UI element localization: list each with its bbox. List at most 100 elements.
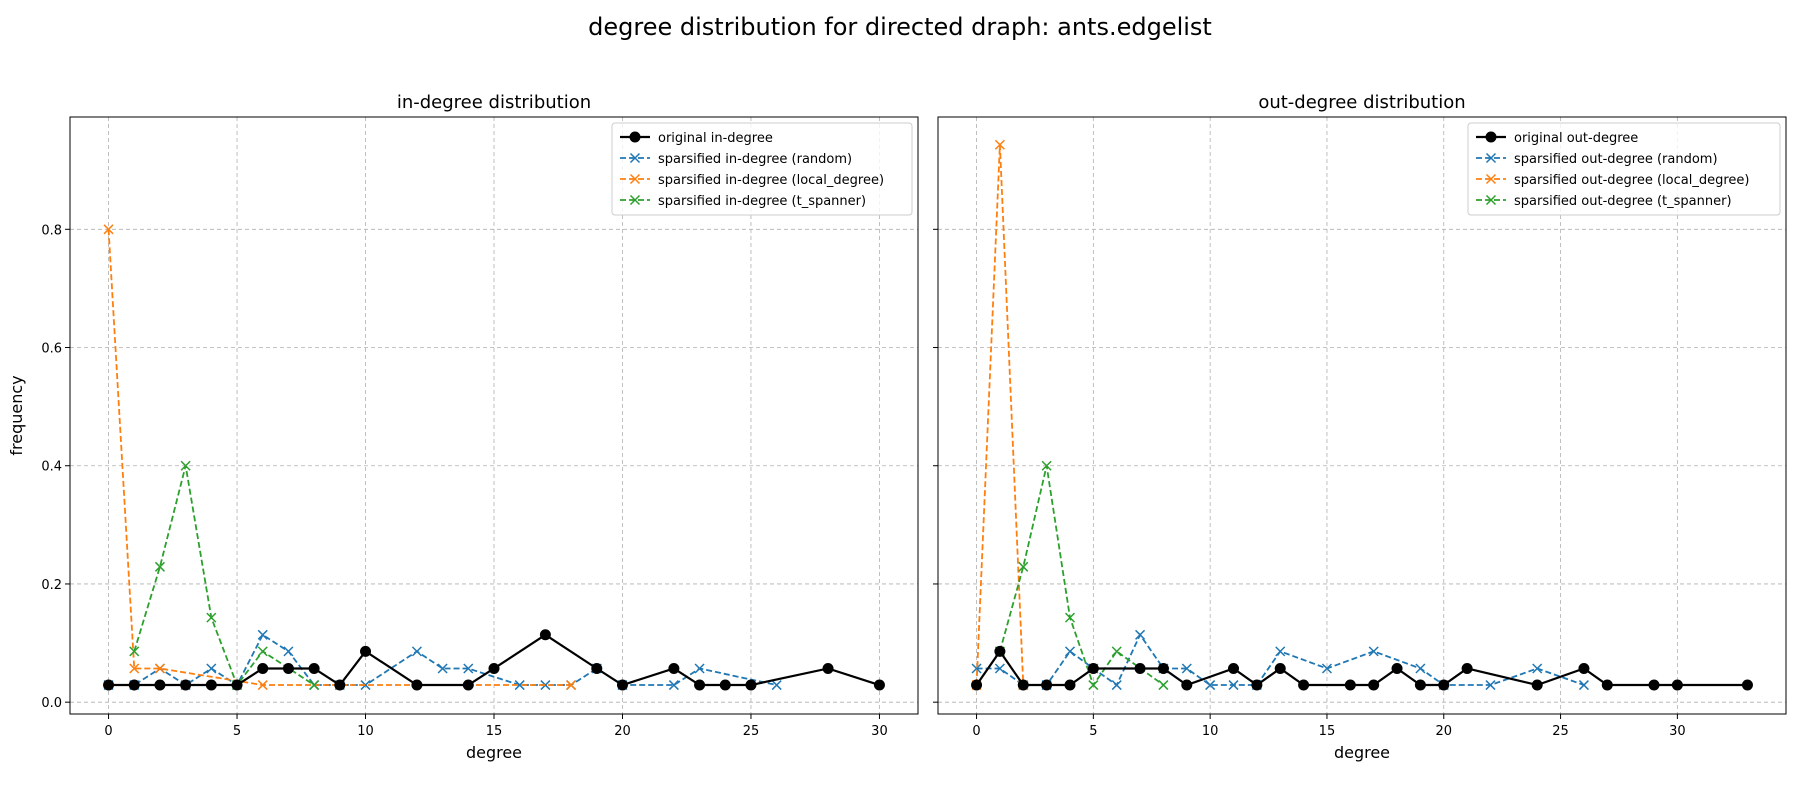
in-degree-data-point bbox=[566, 680, 577, 691]
out-degree-data-point bbox=[1205, 680, 1216, 691]
in-degree-data-point bbox=[488, 662, 500, 674]
out-degree-legend-label: sparsified out-degree (t_spanner) bbox=[1514, 194, 1732, 209]
in-degree-data-point bbox=[591, 662, 603, 674]
in-degree-data-point bbox=[154, 663, 165, 674]
out-degree-data-point bbox=[1111, 680, 1122, 691]
out-degree-data-point bbox=[1344, 679, 1356, 691]
in-degree-data-point bbox=[103, 224, 114, 235]
out-degree-x-tick-label: 15 bbox=[1319, 724, 1336, 739]
out-degree-data-point bbox=[1111, 646, 1122, 657]
in-degree-y-tick-label: 0.6 bbox=[41, 342, 62, 357]
in-degree-x-tick-label: 25 bbox=[743, 724, 760, 739]
out-degree-data-point bbox=[1228, 680, 1239, 691]
in-degree-y-axis-label: frequency bbox=[7, 375, 26, 455]
out-degree-data-point bbox=[1181, 663, 1192, 674]
in-degree-legend-label: sparsified in-degree (t_spanner) bbox=[658, 194, 866, 209]
out-degree-data-point bbox=[1064, 612, 1076, 623]
out-degree-data-point bbox=[1578, 662, 1590, 674]
out-degree-data-point bbox=[1671, 679, 1683, 691]
in-degree-legend-marker bbox=[629, 152, 641, 164]
in-degree-series-line bbox=[107, 229, 572, 686]
in-degree-y-tick-label: 0.8 bbox=[41, 223, 62, 238]
out-degree-data-point bbox=[1321, 663, 1332, 674]
in-degree-data-point bbox=[154, 561, 165, 572]
in-degree-data-point bbox=[745, 679, 757, 691]
in-degree-legend-marker bbox=[629, 194, 641, 206]
out-degree-axes: 0 5 10 15 20 25 30 bbox=[933, 228, 1686, 739]
in-degree-series-1 bbox=[103, 629, 782, 691]
out-degree-data-point bbox=[1251, 679, 1263, 691]
in-degree-data-point bbox=[206, 663, 217, 674]
in-degree-legend-marker bbox=[629, 173, 641, 185]
out-degree-data-point bbox=[1485, 680, 1496, 691]
figure-title: degree distribution for directed draph: … bbox=[588, 13, 1212, 41]
out-degree-x-tick-label: 0 bbox=[972, 724, 980, 739]
in-degree-data-point bbox=[231, 679, 243, 691]
out-degree-data-point bbox=[1601, 679, 1613, 691]
out-degree-data-point bbox=[994, 645, 1006, 657]
out-degree-x-axis-label: degree bbox=[1334, 743, 1390, 762]
out-degree-data-point bbox=[1741, 679, 1753, 691]
out-degree-series-1 bbox=[971, 629, 1589, 691]
in-degree-legend: original in-degree sparsified in-degree (… bbox=[611, 122, 913, 216]
in-degree-x-axis-label: degree bbox=[466, 743, 522, 762]
in-degree-grid bbox=[70, 117, 918, 714]
in-degree-data-point bbox=[257, 646, 268, 657]
in-degree-axes: 0 5 10 15 20 25 30 0.0 0.2 0.4 0.6 0.8 bbox=[41, 223, 887, 739]
out-degree-series-line bbox=[975, 144, 1025, 686]
in-degree-data-point bbox=[180, 460, 191, 471]
out-degree-data-point bbox=[994, 663, 1005, 674]
out-degree-data-point bbox=[1415, 663, 1426, 674]
out-degree-data-point bbox=[1181, 679, 1193, 691]
in-degree-data-point bbox=[694, 679, 706, 691]
out-degree-data-point bbox=[1274, 662, 1286, 674]
out-degree-data-point bbox=[971, 679, 983, 691]
in-degree-data-point bbox=[257, 662, 269, 674]
in-degree-legend-box bbox=[611, 122, 913, 216]
out-degree-data-point bbox=[1041, 679, 1053, 691]
out-degree-legend-label: original out-degree bbox=[1514, 131, 1638, 146]
out-degree-data-point bbox=[1531, 679, 1543, 691]
out-degree-data-point bbox=[1017, 679, 1029, 691]
out-degree-data-point bbox=[1018, 561, 1029, 572]
in-degree-data-point bbox=[822, 662, 834, 674]
out-degree-legend: original out-degree sparsified out-degree… bbox=[1467, 122, 1781, 216]
out-degree-x-tick-label: 30 bbox=[1669, 724, 1686, 739]
in-degree-data-point bbox=[539, 629, 551, 641]
in-degree-series-2 bbox=[103, 224, 577, 691]
in-degree-data-point bbox=[873, 679, 885, 691]
in-degree-data-point bbox=[128, 679, 140, 691]
in-degree-data-point bbox=[463, 663, 474, 674]
in-degree-data-point bbox=[771, 680, 782, 691]
out-degree-data-point bbox=[994, 139, 1005, 150]
out-degree-data-point bbox=[1064, 646, 1076, 657]
in-degree-data-point bbox=[154, 679, 166, 691]
in-degree-data-point bbox=[462, 679, 474, 691]
in-degree-y-tick-label: 0.2 bbox=[41, 578, 62, 593]
in-degree-data-point bbox=[334, 679, 346, 691]
out-degree-data-point bbox=[1134, 662, 1146, 674]
in-degree-legend-label: original in-degree bbox=[658, 131, 773, 146]
out-degree-legend-marker bbox=[1485, 173, 1497, 185]
out-degree-legend-marker bbox=[1485, 194, 1497, 206]
in-degree-data-point bbox=[694, 663, 705, 674]
out-degree-data-point bbox=[1391, 662, 1403, 674]
in-degree-data-point bbox=[360, 645, 372, 657]
in-degree-legend-marker bbox=[629, 131, 641, 143]
in-degree-series-0 bbox=[103, 629, 885, 691]
out-degree-grid bbox=[938, 117, 1786, 714]
in-degree-x-tick-label: 10 bbox=[357, 724, 374, 739]
out-degree-data-point bbox=[1158, 680, 1169, 691]
in-degree-data-point bbox=[668, 680, 679, 691]
in-degree-data-point bbox=[514, 680, 525, 691]
out-degree-data-point bbox=[1064, 679, 1076, 691]
out-degree-data-point bbox=[1088, 680, 1099, 691]
in-degree-data-point bbox=[360, 680, 371, 691]
in-degree-data-point bbox=[668, 662, 680, 674]
out-degree-legend-marker bbox=[1485, 152, 1497, 164]
out-degree-series-3 bbox=[994, 460, 1169, 691]
out-degree-panel-title: out-degree distribution bbox=[1258, 92, 1465, 113]
out-degree-data-point bbox=[1438, 679, 1450, 691]
in-degree-data-point bbox=[616, 679, 628, 691]
